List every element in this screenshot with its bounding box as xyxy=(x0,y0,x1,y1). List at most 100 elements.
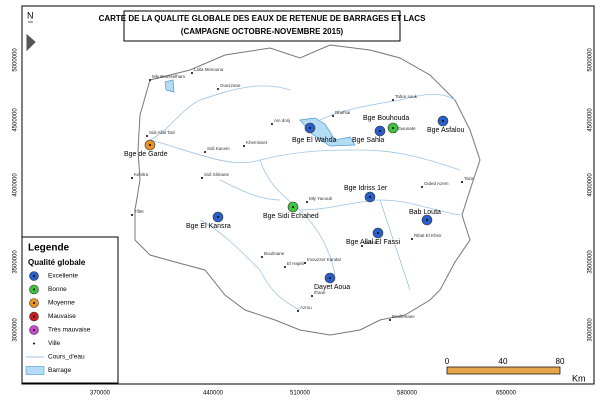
city-dot xyxy=(306,201,308,203)
city-label: Azrou xyxy=(300,305,312,310)
x-coordinate: 580000 xyxy=(397,391,418,397)
legend-symbol-center xyxy=(33,275,35,277)
legend-symbol xyxy=(25,366,45,375)
station-label: Bge Bouhouda xyxy=(363,115,409,122)
city-label: Imouzzer Kandar xyxy=(307,257,342,262)
city-label: Tahar souk xyxy=(395,94,418,99)
city-label: Sidi Slimane xyxy=(204,172,230,177)
city-label: Ain dorij xyxy=(274,118,290,123)
city-dot xyxy=(204,151,206,153)
legend-label: Excellente xyxy=(48,273,78,280)
legend-label: Cours_d'eau xyxy=(48,354,85,361)
city-dot xyxy=(284,266,286,268)
station-center xyxy=(149,144,151,146)
station-label: Bge Sahla xyxy=(352,137,384,144)
city-dot xyxy=(217,88,219,90)
city-dot xyxy=(131,214,133,216)
title: CARTE DE LA QUALITE GLOBALE DES EAUX DE … xyxy=(99,14,427,23)
station-label: Bge El Wahda xyxy=(292,137,337,144)
y-coordinate: 5000000 xyxy=(13,48,19,72)
city-label: Boulemane xyxy=(392,314,415,319)
city-dot xyxy=(304,262,306,264)
city-dot xyxy=(421,186,423,188)
station-center xyxy=(309,127,311,129)
y-coordinate: 3000000 xyxy=(588,318,594,342)
city-label: Sefrou xyxy=(364,240,378,245)
y-coordinate: 4500000 xyxy=(13,108,19,132)
city-dot xyxy=(149,79,151,81)
city-dot xyxy=(392,99,394,101)
map-frame xyxy=(21,5,595,385)
city-label: Ouled Azem xyxy=(424,181,449,186)
legend-symbol xyxy=(33,342,35,345)
y-coordinate: 5000000 xyxy=(588,48,594,72)
city-label: Sidi Kacem xyxy=(207,146,230,151)
station-label: Bge de Garde xyxy=(124,151,168,158)
city-dot xyxy=(271,123,273,125)
station-label: Bge Sidi Echahed xyxy=(263,213,319,220)
city-label: Tiflet xyxy=(134,209,144,214)
y-coordinate: 3000000 xyxy=(13,318,19,342)
x-coordinate: 370000 xyxy=(90,391,111,397)
station-center xyxy=(426,219,428,221)
x-coordinate: 440000 xyxy=(203,391,224,397)
y-coordinate: 4000000 xyxy=(588,173,594,197)
station-center xyxy=(369,196,371,198)
y-coordinate: 3500000 xyxy=(13,250,19,274)
city-dot xyxy=(243,145,245,147)
legend-subtitle: Qualité globale xyxy=(28,258,86,267)
scale-unit: Km xyxy=(572,373,586,383)
scale-bar xyxy=(446,366,561,375)
city-dot xyxy=(261,256,263,258)
legend-symbol-center xyxy=(33,302,35,304)
city-label: Ifrane xyxy=(314,290,326,295)
station-label: Bge Idriss 1er xyxy=(344,185,388,192)
station-center xyxy=(442,120,444,122)
station-center xyxy=(217,216,219,218)
north-arrow xyxy=(26,21,36,52)
legend-symbol-center xyxy=(33,315,35,318)
legend-label: Ville xyxy=(48,340,61,347)
north-label: N xyxy=(27,10,34,20)
station-center xyxy=(377,232,379,234)
city-dot xyxy=(191,72,193,74)
legend-label: Mauvaise xyxy=(48,313,76,320)
city-dot xyxy=(297,310,299,312)
city-dot xyxy=(411,238,413,240)
city-label: Khemisset xyxy=(246,140,268,145)
station-label: Bge Allal El Fassi xyxy=(346,239,401,246)
reservoir xyxy=(164,79,175,93)
city-dot xyxy=(361,245,363,247)
city-label: El Hajeb xyxy=(287,261,305,266)
legend-symbol-center xyxy=(33,329,35,331)
city-dot xyxy=(332,115,334,117)
station-center xyxy=(392,127,394,129)
city-label: Mly Bousselham xyxy=(152,74,185,79)
station-label: Dayet Aoua xyxy=(314,284,350,291)
scale-label: 80 xyxy=(556,357,565,366)
city-label: Lalla Mimouna xyxy=(194,67,224,72)
city-label: Ribat El Kheir xyxy=(414,233,442,238)
station-label: Bge Asfalou xyxy=(427,127,464,134)
station-center xyxy=(329,277,331,279)
city-label: Ouezzane xyxy=(220,83,241,88)
x-coordinate: 510000 xyxy=(290,391,311,397)
legend-title: Legende xyxy=(28,243,70,254)
city-label: Boulmane xyxy=(264,251,285,256)
city-label: Taza xyxy=(464,176,474,181)
city-label: Rhafsai xyxy=(335,110,350,115)
city-label: Mly Yacoub xyxy=(309,196,333,201)
city-label: Sidi Allal Tazi xyxy=(149,130,175,135)
city-dot xyxy=(461,181,463,183)
y-coordinate: 4500000 xyxy=(588,108,594,132)
city-dot xyxy=(131,177,133,179)
city-dot xyxy=(311,295,313,297)
station-label: Bge El Kansra xyxy=(186,223,231,230)
legend-label: Bonne xyxy=(48,286,67,293)
title-box xyxy=(123,10,401,42)
city-label: Kenitra xyxy=(134,172,149,177)
city-dot xyxy=(201,177,203,179)
legend-label: Barrage xyxy=(48,367,72,374)
legend-box xyxy=(21,236,119,384)
